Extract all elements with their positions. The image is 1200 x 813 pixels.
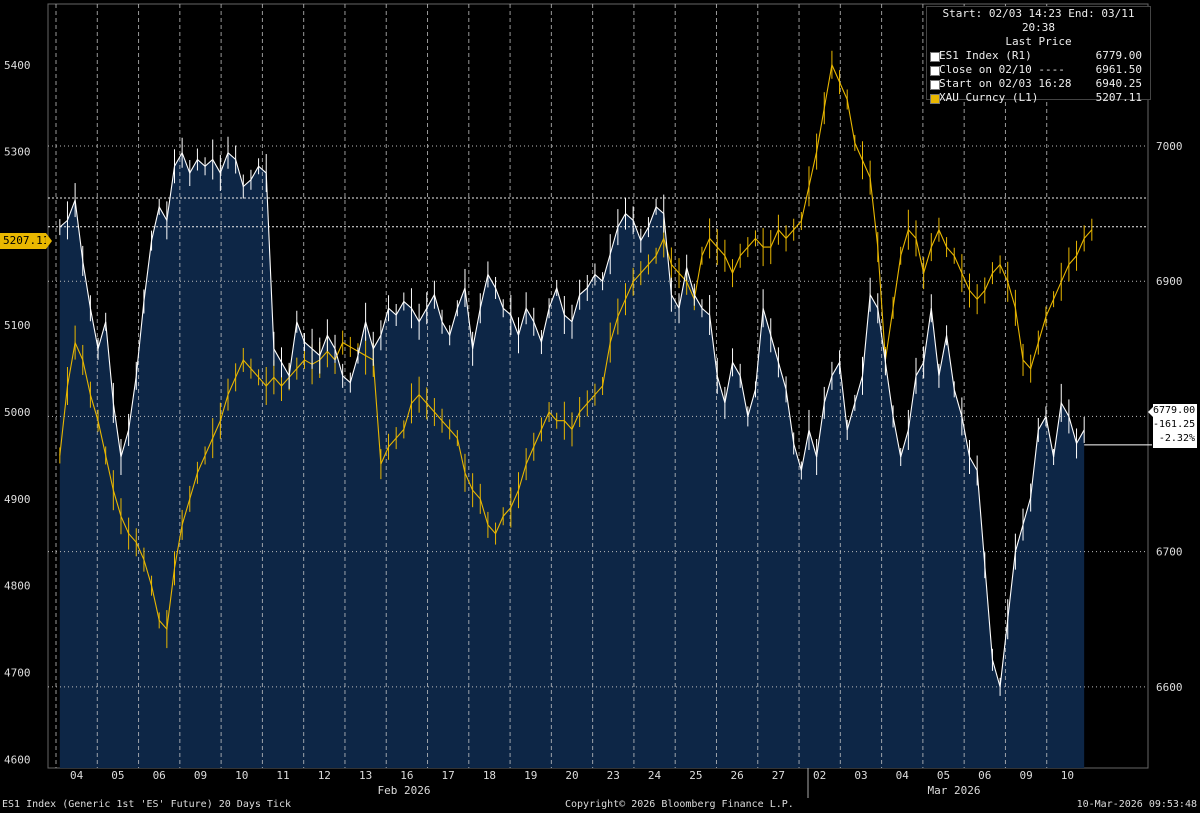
x-tick-label: 13	[359, 769, 372, 782]
right-axis-label: 7000	[1156, 140, 1183, 153]
left-axis-label: 4600	[4, 753, 31, 766]
x-tick-label: 23	[607, 769, 620, 782]
legend-label: Close on 02/10 ----	[939, 63, 1065, 76]
x-tick-label: 10	[235, 769, 248, 782]
footer-security-title: ES1 Index (Generic 1st 'ES' Future) 20 D…	[2, 799, 291, 810]
x-tick-label: 18	[483, 769, 496, 782]
left-axis-label: 4800	[4, 580, 31, 593]
x-tick-label: 25	[689, 769, 702, 782]
left-axis-label: 5300	[4, 146, 31, 159]
es1-change-pct: -2.32%	[1158, 433, 1195, 444]
legend-item-es1[interactable]: ES1 Index (R1) 6779.00	[927, 49, 1150, 63]
legend-subheader: Last Price	[1005, 35, 1072, 48]
footer-timestamp: 10-Mar-2026 09:53:48	[1076, 799, 1197, 810]
x-tick-label: 06	[153, 769, 166, 782]
legend-date-range: Start: 02/03 14:23 End: 03/11 20:38	[942, 7, 1135, 34]
right-axis-label: 6900	[1156, 275, 1183, 288]
right-axis-label: 6700	[1156, 546, 1183, 559]
month-label-feb: Feb 2026	[378, 784, 431, 797]
x-tick-label: 19	[524, 769, 537, 782]
x-tick-label: 05	[937, 769, 950, 782]
left-axis-label: 5000	[4, 406, 31, 419]
legend-value: 6961.50	[1095, 63, 1142, 76]
month-label-mar: Mar 2026	[928, 784, 981, 797]
es1-last-value: 6779.00	[1153, 405, 1196, 416]
legend-swatch-close	[930, 66, 940, 76]
es1-last-price-tag: 6779.00 -161.25 -2.32%	[1148, 404, 1197, 448]
x-tick-label: 10	[1061, 769, 1074, 782]
legend-swatch-es1	[930, 52, 940, 62]
x-tick-label: 24	[648, 769, 662, 782]
legend-label: XAU Curncy (L1)	[939, 91, 1039, 104]
x-tick-label: 11	[276, 769, 289, 782]
x-tick-label: 05	[111, 769, 124, 782]
x-tick-label: 09	[1019, 769, 1032, 782]
x-tick-label: 27	[772, 769, 785, 782]
legend-value: 6779.00	[1095, 49, 1142, 62]
left-axis-label: 4700	[4, 667, 31, 680]
x-tick-label: 02	[813, 769, 826, 782]
x-tick-label: 17	[442, 769, 455, 782]
x-tick-label: 04	[70, 769, 84, 782]
right-axis-label: 6600	[1156, 681, 1183, 694]
chart-legend: Start: 02/03 14:23 End: 03/11 20:38 Last…	[926, 6, 1151, 104]
es1-change: -161.25	[1153, 419, 1196, 430]
es1-series-line	[59, 151, 1085, 688]
x-tick-label: 20	[565, 769, 578, 782]
x-tick-label: 04	[896, 769, 910, 782]
x-tick-label: 26	[730, 769, 743, 782]
legend-item-xau[interactable]: XAU Curncy (L1) 5207.11	[927, 91, 1150, 105]
xau-last-price-tag: 5207.11	[0, 233, 52, 249]
legend-item-start-line[interactable]: Start on 02/03 16:28 6940.25	[927, 77, 1150, 91]
x-tick-label: 03	[854, 769, 867, 782]
xau-series-line	[59, 62, 1093, 631]
legend-value: 6940.25	[1095, 77, 1142, 90]
es1-area-fill	[59, 152, 1085, 769]
legend-item-close-line[interactable]: Close on 02/10 ---- 6961.50	[927, 63, 1150, 77]
x-tick-label: 16	[400, 769, 413, 782]
legend-label: ES1 Index (R1)	[939, 49, 1032, 62]
legend-swatch-xau	[930, 94, 940, 104]
left-axis-label: 5100	[4, 319, 31, 332]
legend-label: Start on 02/03 16:28	[939, 77, 1072, 90]
legend-swatch-start	[930, 80, 940, 90]
left-axis-label: 5400	[4, 59, 31, 72]
legend-value: 5207.11	[1095, 91, 1142, 104]
x-tick-label: 06	[978, 769, 991, 782]
left-axis-label: 4900	[4, 493, 31, 506]
x-tick-label: 12	[318, 769, 331, 782]
x-tick-label: 09	[194, 769, 207, 782]
footer-copyright: Copyright© 2026 Bloomberg Finance L.P.	[565, 799, 794, 810]
